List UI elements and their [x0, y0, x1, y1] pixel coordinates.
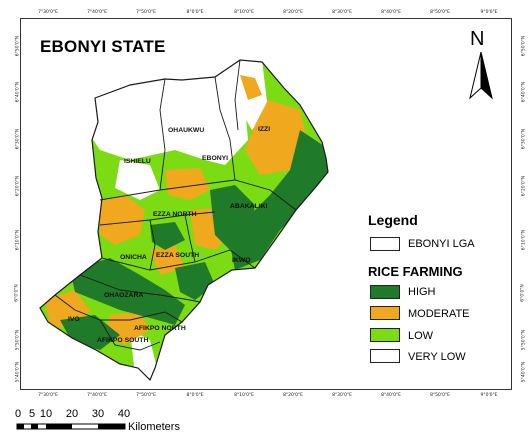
lga-label-ishielu: ISHIELU	[124, 158, 151, 165]
lon-tick: 7°40'0"E	[87, 393, 107, 398]
moderate-zone	[100, 195, 145, 245]
very-low-label: VERY LOW	[408, 351, 466, 363]
lga-label-ikwo: IKWO	[232, 257, 251, 264]
lga-label-afikpo-north: AFIKPO NORTH	[134, 325, 186, 332]
low-label: LOW	[408, 330, 434, 342]
high-zone	[70, 258, 185, 325]
lon-tick: 8°10'0"E	[234, 393, 254, 398]
lga-label-ohaukwu: OHAUKWU	[168, 127, 205, 134]
moderate-zone	[165, 168, 210, 200]
lga-label-ivo: IVO	[68, 316, 80, 323]
very-low-zone	[80, 60, 248, 165]
lga-label-afikpo-south: AFIKPO SOUTH	[97, 337, 149, 344]
lon-tick: 8°0'0"E	[186, 393, 204, 398]
lga-label-abakaliki: ABAKALIKI	[230, 203, 268, 210]
lon-tick: 8°20'0"E	[283, 393, 303, 398]
lga-boundary	[99, 211, 216, 226]
lga-label-ebonyi: EBONYI	[202, 155, 229, 162]
lga-boundary	[54, 294, 183, 323]
scale-tick: 5	[28, 408, 36, 420]
moderate-zone	[240, 75, 262, 100]
scale-tick: 20	[65, 408, 79, 420]
lon-tick: 7°30'0"E	[38, 393, 58, 398]
very-low-zone	[115, 160, 160, 200]
lon-tick: 8°40'0"E	[381, 393, 401, 398]
lon-tick: 8°10'0"E	[234, 10, 254, 15]
lon-tick: 7°50'0"E	[136, 10, 156, 15]
lga-boundary	[214, 76, 236, 181]
state-outline	[39, 59, 329, 382]
lon-tick: 9°0'0"E	[480, 10, 498, 15]
moderate-label: MODERATE	[408, 308, 470, 320]
lon-tick: 7°40'0"E	[87, 10, 107, 15]
north-letter: N	[470, 28, 485, 50]
lga-boundary	[149, 219, 156, 271]
lon-tick: 9°0'0"E	[480, 393, 498, 398]
north-arrow-icon	[469, 52, 493, 100]
lon-tick: 8°50'0"E	[430, 10, 450, 15]
scale-tick: 10	[39, 408, 53, 420]
scale-tick: 40	[117, 408, 131, 420]
lon-tick: 8°40'0"E	[381, 10, 401, 15]
lon-tick: 7°50'0"E	[136, 393, 156, 398]
lon-tick: 8°30'0"E	[332, 393, 352, 398]
lga-boundary	[189, 299, 201, 303]
lga-boundary	[101, 249, 256, 271]
lga-boundary	[79, 274, 191, 301]
high-zone	[230, 130, 328, 270]
lga-boundary	[159, 78, 166, 191]
low-swatch	[370, 328, 400, 342]
scale-bar-graphic	[16, 423, 126, 430]
lon-tick: 8°0'0"E	[186, 10, 204, 15]
lon-tick: 8°50'0"E	[430, 393, 450, 398]
lga-label-ezza-south: EZZA SOUTH	[156, 252, 200, 259]
lga-boundary	[234, 59, 241, 131]
very-low-swatch	[370, 349, 400, 363]
lga-boundary-label: EBONYI LGA	[408, 238, 475, 250]
scale-tick: 30	[91, 408, 105, 420]
map-title: EBONYI STATE	[40, 37, 166, 56]
lga-label-onicha: ONICHA	[120, 254, 147, 261]
scale-tick: 0	[14, 408, 22, 420]
high-zone	[210, 185, 255, 250]
lga-boundary	[99, 319, 161, 351]
lga-boundaries	[39, 59, 329, 382]
lon-tick: 7°30'0"E	[38, 10, 58, 15]
high-swatch	[370, 285, 400, 299]
lga-label-ohaozara: OHAOZARA	[104, 292, 144, 299]
lga-label-ezza-north: EZZA NORTH	[153, 211, 197, 218]
high-label: HIGH	[408, 286, 436, 298]
high-zone	[150, 222, 185, 250]
lga-label-izzi: IZZI	[258, 126, 271, 133]
legend-section-title: RICE FARMING	[368, 264, 463, 279]
scale-unit: Kilometers	[128, 421, 180, 433]
moderate-zone	[150, 245, 185, 275]
lga-boundary	[99, 179, 297, 211]
lga-boundary	[184, 214, 196, 263]
moderate-swatch	[370, 306, 400, 320]
lon-tick: 8°30'0"E	[332, 10, 352, 15]
lon-tick: 8°20'0"E	[283, 10, 303, 15]
legend-title: Legend	[368, 212, 418, 228]
lga-boundary-swatch	[370, 237, 400, 251]
